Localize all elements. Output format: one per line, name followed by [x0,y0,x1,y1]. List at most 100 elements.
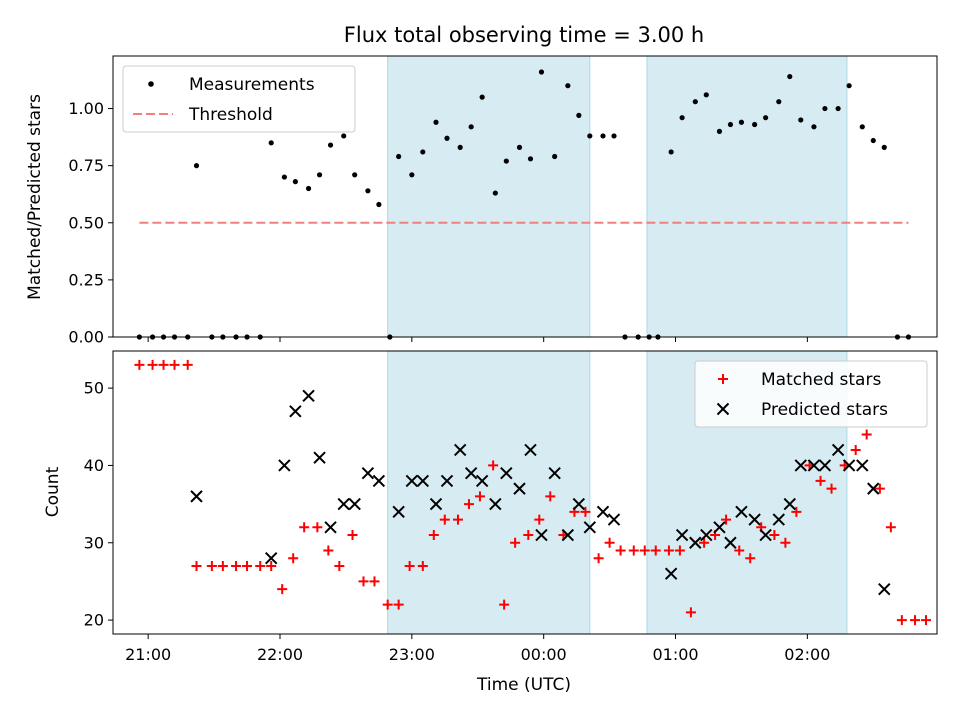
matched-stars-point-51 [721,514,732,525]
matched-stars-point-16 [312,522,323,533]
predicted-stars-point-26 [561,528,575,542]
measurements-point-18 [341,133,347,139]
predicted-stars-point-14 [416,474,430,488]
bot-y-tick-label-2: 30 [84,533,104,552]
predicted-stars-point-37 [735,505,748,519]
matched-stars-point-3 [158,359,169,370]
matched-stars-point-52 [734,545,745,556]
measurements-point-40 [600,133,606,139]
matched-stars-point-60 [826,483,837,494]
top-y-tick-label-5: 1.00 [68,99,104,118]
measurements-point-12 [268,140,274,146]
matched-stars-point-13 [277,584,288,595]
matched-stars-point-26 [428,530,439,541]
top-shaded-span-1 [387,55,591,338]
matched-stars-point-27 [439,514,450,525]
measurements-point-13 [281,174,287,180]
matched-stars-point-2 [147,359,158,370]
measurements-point-63 [870,137,876,144]
measurements-point-28 [457,144,463,150]
predicted-stars-point-29 [596,505,610,519]
predicted-stars-point-9 [348,497,361,511]
predicted-stars-point-47 [856,459,869,472]
top-shaded-spans [387,55,848,338]
measurements-point-37 [565,83,571,89]
top-axes-frame [112,55,938,338]
matched-stars-point-31 [488,460,499,471]
measurements-point-51 [727,121,734,128]
matched-stars-point-17 [323,545,334,556]
measurements-point-14 [292,179,298,185]
matched-stars-point-19 [347,530,358,541]
top-y-tick-label-3: 0.50 [68,213,104,232]
measurements-point-49 [703,92,709,98]
matched-stars-point-35 [534,514,545,525]
measurements-point-57 [798,117,804,123]
predicted-stars-point-16 [440,474,454,488]
predicted-stars-point-41 [783,497,796,511]
legend-matched-stars-marker [718,374,728,384]
measurements-point-36 [552,153,558,160]
predicted-stars-point-49 [878,582,891,596]
bottom-axes-frame [112,350,938,635]
measurements-point-20 [365,188,371,194]
matched-stars-point-24 [404,560,415,571]
measurements-point-62 [859,124,865,130]
measurements-point-38 [576,112,582,118]
matched-stars-point-10 [242,560,253,571]
predicted-stars-point-8 [337,497,350,511]
bot-legend-box [694,360,928,428]
matched-stars-point-68 [921,615,932,626]
predicted-stars-point-38 [748,513,761,526]
predicted-stars-point-25 [548,466,561,480]
predicted-stars-point-23 [524,443,537,457]
legend-threshold-label: Threshold [188,105,273,125]
top-x-ticks [147,337,808,342]
matched-stars-point-63 [861,429,872,440]
x-tick-label-3: 23:00 [389,645,435,664]
matched-stars-point-12 [266,560,277,571]
predicted-stars-point-17 [453,443,467,457]
bottom-series [134,359,932,626]
top-y-tick-label-2: 0.25 [68,270,104,289]
matched-stars-point-6 [191,560,202,571]
x-tick-label-2: 22:00 [257,645,303,664]
matched-stars-point-18 [334,560,345,571]
measurements-point-25 [420,149,426,155]
predicted-stars-point-33 [689,536,702,549]
top-shaded-span-2 [646,55,848,338]
predicted-stars-point-24 [535,528,548,542]
bot-y-tick-label-3: 40 [84,456,104,475]
measurements-point-6 [193,163,200,169]
bot-y-tick-label-1: 20 [84,611,104,630]
matched-stars-point-45 [650,545,661,556]
measurements-point-41 [611,133,617,139]
matched-stars-point-7 [206,560,217,571]
matched-stars-point-59 [815,475,826,486]
measurements-point-21 [376,201,382,208]
legend-measurements-label: Measurements [189,75,315,95]
predicted-stars-point-22 [513,482,526,495]
predicted-stars-point-36 [724,536,737,549]
measurements-point-35 [538,69,545,75]
matched-stars-point-33 [510,537,521,548]
matched-stars-point-5 [182,359,193,370]
predicted-stars-point-34 [700,528,713,542]
predicted-stars-point-44 [818,459,832,472]
top-legend: Measurements Threshold [122,65,356,133]
predicted-stars-point-12 [392,505,405,519]
top-series [136,69,912,340]
measurements-point-60 [835,105,841,112]
matched-stars-point-32 [499,599,510,610]
predicted-stars-point-7 [324,521,337,534]
measurements-point-19 [352,172,358,178]
matched-stars-point-22 [382,599,393,610]
measurements-point-24 [409,172,415,178]
measurements-point-30 [479,94,485,100]
predicted-stars-point-5 [302,389,315,403]
measurements-point-33 [516,144,523,150]
top-y-ticks: 0.00 0.25 0.50 0.75 1.00 [68,99,113,347]
predicted-stars-point-46 [842,459,856,472]
